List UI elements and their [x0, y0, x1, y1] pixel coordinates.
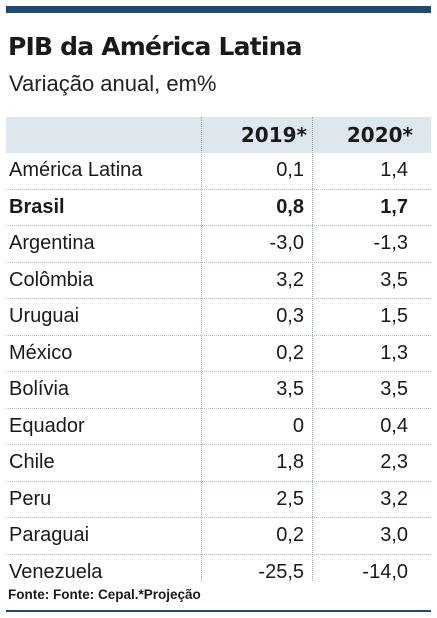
table-row: Brasil 0,8 1,7 — [6, 190, 431, 226]
country-name: Brasil — [9, 195, 65, 218]
value-2020: 1,4 — [380, 159, 408, 181]
table-row: Equador 0 0,4 — [6, 409, 431, 445]
value-2020: -14,0 — [362, 560, 408, 583]
page-subtitle: Variação anual, em% — [9, 71, 217, 96]
value-2019: 1,8 — [276, 451, 304, 473]
value-2020: 3,5 — [380, 378, 408, 400]
page-title: PIB da América Latina — [8, 32, 302, 61]
source-note: Fonte: Fonte: Cepal.*Projeção — [8, 587, 201, 602]
value-2020: -1,3 — [373, 232, 408, 254]
table-row: Paraguai 0,2 3,0 — [6, 518, 431, 555]
table-row: Uruguai 0,3 1,5 — [6, 299, 431, 336]
value-2020: 3,2 — [380, 487, 408, 510]
country-name: Uruguai — [9, 305, 80, 327]
table-body: América Latina 0,1 1,4 Brasil 0,8 1,7 Argentin… — [6, 153, 431, 590]
table-row: Colômbia 3,2 3,5 — [6, 263, 431, 299]
value-2019: -25,5 — [258, 560, 304, 583]
country-name: Argentina — [9, 232, 95, 254]
value-2020: 1,3 — [380, 341, 408, 364]
value-2019: 0,8 — [276, 195, 304, 218]
column-divider — [312, 117, 313, 581]
table-row: Peru 2,5 3,2 — [6, 482, 431, 518]
top-accent-bar — [6, 6, 431, 13]
column-header-2019: 2019* — [240, 123, 307, 147]
column-divider — [201, 117, 202, 581]
value-2019: 3,5 — [276, 378, 304, 400]
country-name: Colômbia — [9, 268, 94, 291]
country-name: México — [9, 341, 73, 364]
value-2019: 0 — [292, 414, 304, 437]
country-name: Peru — [9, 487, 52, 510]
value-2019: 3,2 — [276, 268, 304, 291]
table-header: 2019* 2020* — [6, 117, 431, 153]
value-2020: 1,7 — [380, 195, 408, 218]
value-2019: 0,2 — [276, 524, 304, 546]
table-row: Argentina -3,0 -1,3 — [6, 226, 431, 263]
value-2019: 2,5 — [276, 487, 304, 510]
table-row: México 0,2 1,3 — [6, 336, 431, 372]
column-header-2020: 2020* — [346, 123, 413, 147]
value-2020: 2,3 — [380, 451, 408, 473]
value-2020: 1,5 — [380, 305, 408, 327]
value-2019: 0,1 — [276, 159, 304, 181]
table-row: América Latina 0,1 1,4 — [6, 153, 431, 190]
table-row: Venezuela -25,5 -14,0 — [6, 555, 431, 591]
value-2020: 3,0 — [380, 524, 408, 546]
country-name: América Latina — [9, 159, 143, 181]
value-2019: 0,2 — [276, 341, 304, 364]
country-name: Equador — [9, 414, 85, 437]
country-name: Paraguai — [9, 524, 90, 546]
country-name: Venezuela — [9, 560, 103, 583]
bottom-accent-bar — [6, 610, 431, 612]
country-name: Chile — [9, 451, 55, 473]
country-name: Bolívia — [9, 378, 70, 400]
table-row: Chile 1,8 2,3 — [6, 445, 431, 482]
value-2019: -3,0 — [269, 232, 304, 254]
value-2019: 0,3 — [276, 305, 304, 327]
table-row: Bolívia 3,5 3,5 — [6, 372, 431, 409]
value-2020: 0,4 — [380, 414, 408, 437]
value-2020: 3,5 — [380, 268, 408, 291]
